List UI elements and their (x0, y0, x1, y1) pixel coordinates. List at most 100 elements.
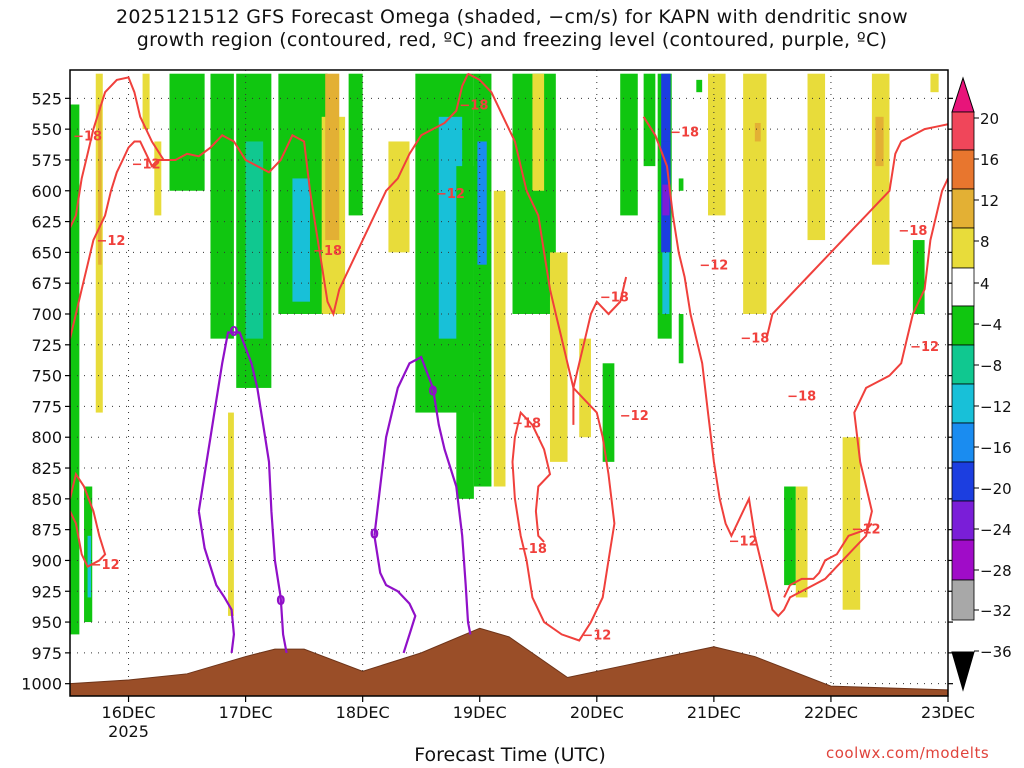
colorbar-top-arrow (951, 76, 975, 113)
omega-cell (70, 104, 80, 635)
y-axis: 525 550 575 600 625 650 675 700 725 750 775 800 825 8… (21, 89, 953, 694)
dendritic-contour-line (70, 140, 164, 339)
dendritic-contour-line (70, 471, 107, 568)
contour-label: 0 (276, 594, 285, 609)
contour-label: −18 (459, 99, 488, 114)
contour-label: −12 (91, 558, 120, 573)
omega-cell (930, 73, 939, 93)
y-tick-label: 575 (31, 151, 62, 170)
contour-label: −18 (73, 129, 102, 144)
omega-cell (743, 73, 767, 314)
contours (70, 72, 948, 654)
credit-link[interactable]: coolwx.com/modelts (826, 744, 990, 762)
dendritic-contour-line (572, 276, 628, 425)
y-tick-label: 950 (31, 613, 62, 632)
contour-labels: −18 −12 −12 −12 −18 −18 −12 −18 −12 −18 −18 −12 −18 −… (73, 99, 939, 644)
colorbar-bottom-arrow (951, 651, 975, 692)
omega-cell (602, 363, 615, 462)
contour-label: −18 (740, 331, 769, 346)
omega-shading (70, 73, 939, 635)
contour-label: −12 (620, 409, 649, 424)
y-tick-label: 825 (31, 459, 62, 478)
contour-label: −12 (729, 535, 758, 550)
colorbar-label: −4 (980, 316, 1002, 334)
omega-cell (912, 240, 925, 314)
omega-cell (493, 190, 506, 487)
omega-cell (210, 73, 234, 339)
colorbar-label: −32 (980, 602, 1012, 620)
contour-label: 0 (370, 527, 379, 542)
omega-cell (795, 486, 808, 598)
colorbar-label: −8 (980, 357, 1002, 375)
terrain-fill (70, 627, 948, 696)
y-tick-label: 725 (31, 336, 62, 355)
omega-cell (678, 178, 684, 191)
dendritic-contour-line (467, 72, 616, 642)
omega-cell (245, 141, 264, 339)
omega-cell (620, 73, 638, 216)
x-tick-sublabel: 2025 (108, 722, 149, 741)
x-tick-label: 20DEC (570, 703, 624, 722)
contour-label: −18 (670, 126, 699, 141)
contour-label: −12 (96, 234, 125, 249)
colorbar-segment (951, 111, 975, 151)
omega-cell (708, 73, 726, 216)
omega-cell (142, 73, 150, 130)
y-tick-label: 800 (31, 428, 62, 447)
colorbar-label: −16 (980, 439, 1012, 457)
y-tick-label: 650 (31, 243, 62, 262)
contour-label: −12 (436, 187, 465, 202)
colorbar-segment (951, 344, 975, 385)
contour-label: −18 (518, 542, 547, 557)
colorbar-segment (951, 149, 975, 190)
y-tick-label: 550 (31, 120, 62, 139)
y-tick-label: 875 (31, 521, 62, 540)
omega-cell (169, 73, 205, 191)
x-tick-label: 19DEC (453, 703, 507, 722)
colorbar-segment (951, 188, 975, 229)
y-tick-label: 600 (31, 182, 62, 201)
colorbar-label: 8 (980, 233, 990, 251)
title-line-2: growth region (contoured, red, ºC) and f… (136, 29, 888, 51)
colorbar-segment (951, 422, 975, 463)
omega-cell (477, 141, 487, 265)
omega-cell (678, 313, 684, 364)
omega-cell (784, 486, 796, 586)
colorbar-label: −24 (980, 521, 1012, 539)
contour-label: −12 (910, 340, 939, 355)
contour-label: −18 (313, 244, 342, 259)
y-tick-label: 700 (31, 305, 62, 324)
colorbar-segment (951, 461, 975, 502)
contour-label: −18 (898, 224, 927, 239)
colorbar-label: 16 (980, 151, 999, 169)
omega-cell (842, 437, 861, 610)
colorbar-label: −12 (980, 398, 1012, 416)
colorbar: 20 16 12 8 4 −4 −8 −12 −16 −20 −24 −28 −32 −36 (951, 76, 1012, 692)
y-tick-label: 775 (31, 397, 62, 416)
colorbar-segment (951, 267, 975, 307)
x-tick-label: 17DEC (219, 703, 273, 722)
y-tick-label: 625 (31, 213, 62, 232)
dendritic-contour-line (765, 123, 948, 339)
chart-title: 2025121512 GFS Forecast Omega (shaded, −… (0, 6, 1024, 52)
colorbar-label: −28 (980, 562, 1012, 580)
omega-cell (875, 116, 884, 167)
x-tick-label: 18DEC (336, 703, 390, 722)
omega-cell (292, 178, 310, 302)
dendritic-contour-line (783, 522, 873, 598)
omega-cell (473, 73, 492, 487)
omega-cell (696, 79, 703, 93)
y-tick-label: 1000 (21, 675, 62, 694)
colorbar-segment (951, 227, 975, 269)
omega-cell (532, 73, 545, 191)
contour-label: −12 (852, 522, 881, 537)
omega-cell (754, 122, 761, 142)
colorbar-segment (951, 539, 975, 581)
colorbar-segment (951, 500, 975, 541)
contour-label: 0 (229, 325, 238, 340)
x-tick-label: 23DEC (921, 703, 975, 722)
y-tick-label: 675 (31, 274, 62, 293)
dendritic-contour-line (642, 116, 948, 618)
